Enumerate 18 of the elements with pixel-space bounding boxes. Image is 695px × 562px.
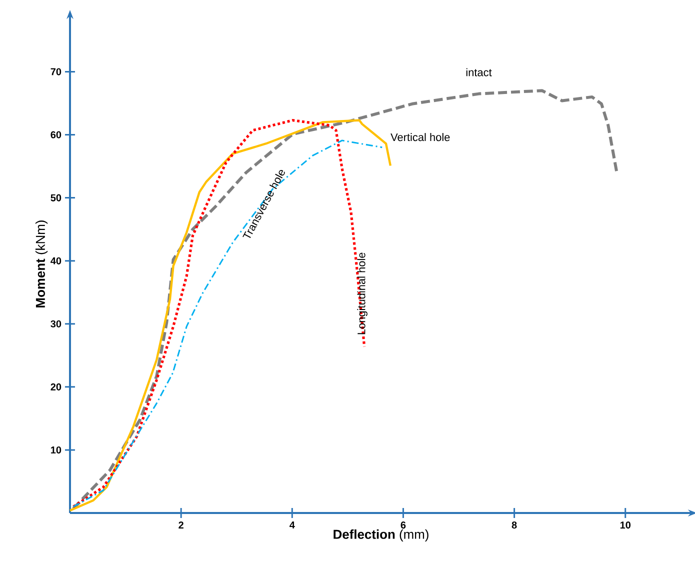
y-tick-label: 20	[50, 383, 62, 390]
y-axis-title: Moment (kNm)	[35, 220, 48, 308]
series-label: Vertical hole	[390, 133, 450, 142]
y-tick-label: 10	[51, 446, 62, 454]
x-tick-label: 2	[178, 522, 184, 528]
y-tick-label: 40	[50, 257, 62, 264]
x-tick-label: 6	[400, 522, 406, 529]
x-tick-label: 10	[620, 522, 631, 529]
y-tick-label: 70	[50, 68, 62, 76]
y-tick-label: 30	[50, 320, 62, 328]
x-axis-title: Deflection (mm)	[334, 529, 428, 542]
y-tick-label: 50	[50, 194, 62, 202]
text: Longitudinal hole	[357, 252, 368, 334]
line-series	[72, 89, 619, 510]
y-tick-label: 60	[50, 131, 62, 138]
series-label: intact	[466, 68, 492, 76]
x-tick-label: 4	[290, 522, 295, 528]
x-tick-label: 8	[512, 522, 517, 529]
